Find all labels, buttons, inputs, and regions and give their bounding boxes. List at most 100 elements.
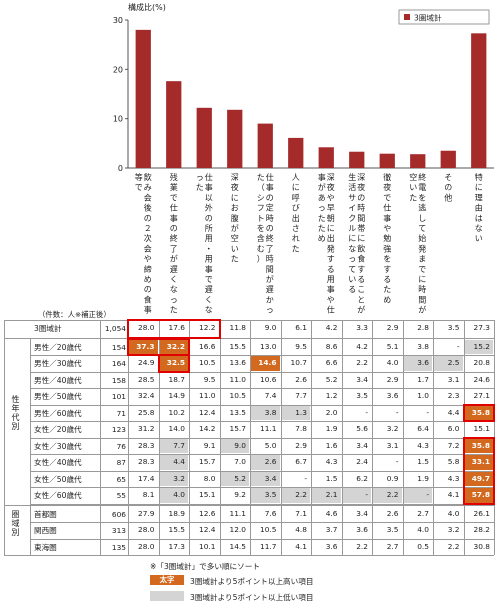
cell-g1-9-6: 2.1 <box>312 488 341 503</box>
bar-11 <box>471 33 487 168</box>
g2-row-rule-0 <box>30 522 494 523</box>
cell-g1-6-9: 4.3 <box>417 440 429 450</box>
cell-g1-0-3: 15.5 <box>229 341 246 351</box>
x-category-label-1: 残業で仕事の終了が遅くなった <box>170 172 178 315</box>
cell-g1-0-11: 15.2 <box>464 339 493 354</box>
cell-g1-4-0: 25.8 <box>138 407 155 417</box>
cell-g2-1-4: 10.5 <box>260 525 277 534</box>
cell-g1-8-5: - <box>304 473 307 483</box>
cell-g1-8-9: 1.9 <box>417 473 429 483</box>
cell-g2-2-3: 14.5 <box>229 541 246 551</box>
row-label-g1-1: 男性／30歳代 <box>34 359 82 368</box>
cell-g1-5-6: 1.9 <box>325 424 338 433</box>
cell-g1-1-2: 10.5 <box>199 358 216 367</box>
row-n-g1-7: 87 <box>116 458 126 467</box>
cell-g1-2-5: 2.6 <box>295 374 307 384</box>
y-tick-label-0: 0 <box>118 164 123 173</box>
cell-total-0-9: 2.8 <box>417 323 429 332</box>
cell-g2-2-11: 30.8 <box>473 541 490 551</box>
bar-8 <box>379 153 395 168</box>
row-label-g1-6: 女性／30歳代 <box>34 441 82 451</box>
group2-label: 圏域別 <box>11 510 20 538</box>
row-n-g1-9: 55 <box>116 491 126 500</box>
cell-g1-6-0: 28.3 <box>138 440 155 450</box>
cell-g1-5-2: 14.2 <box>199 424 216 433</box>
cell-g1-2-4: 10.6 <box>260 374 277 384</box>
col-rule-3 <box>219 320 221 555</box>
cell-g2-0-2: 12.6 <box>199 508 216 518</box>
cell-g2-1-0: 28.0 <box>138 525 155 534</box>
cell-g1-4-6: 2.0 <box>325 407 338 417</box>
cell-g1-0-2: 16.6 <box>199 341 216 351</box>
row-n-g2-1: 313 <box>111 526 126 535</box>
cell-g2-0-3: 11.1 <box>229 508 246 518</box>
cell-g1-2-11: 24.6 <box>473 374 490 384</box>
cell-g1-9-11: 57.8 <box>464 488 493 503</box>
cell-g2-2-2: 10.1 <box>199 541 216 551</box>
legend-label: 3圏域計 <box>414 13 442 23</box>
cell-g2-2-6: 3.6 <box>325 541 338 551</box>
cell-g1-9-1: 4.0 <box>159 488 188 503</box>
legend-orange-swatch: 太字 <box>150 575 184 585</box>
cell-g1-7-9: 1.5 <box>417 457 429 466</box>
red-box-total <box>127 319 221 339</box>
cell-g1-5-8: 3.2 <box>386 424 399 433</box>
legend-swatch <box>404 14 410 20</box>
values-left-rule <box>128 320 129 555</box>
cell-g1-9-8: 2.2 <box>373 488 402 503</box>
cell-g2-2-0: 28.0 <box>138 541 155 551</box>
cell-g1-9-10: 4.1 <box>447 490 460 499</box>
cell-g1-3-11: 27.1 <box>473 391 490 400</box>
x-category-label-9: 終電を逃して始発までに時間が空いた <box>409 172 426 315</box>
cell-total-0-6: 4.2 <box>325 323 338 332</box>
cell-g1-5-1: 14.0 <box>168 424 185 433</box>
cell-g1-7-0: 28.3 <box>138 457 155 466</box>
bar-0 <box>135 29 151 168</box>
cell-g1-0-0: 37.3 <box>129 339 158 354</box>
row-n-g1-8: 65 <box>116 474 126 484</box>
cell-g1-8-7: 6.2 <box>356 473 368 483</box>
cell-total-0-3: 11.8 <box>229 323 246 332</box>
y-tick-label-3: 30 <box>113 16 123 25</box>
cell-g2-1-11: 28.2 <box>473 525 490 534</box>
col-rule-5 <box>280 320 282 555</box>
cell-g1-2-9: 1.7 <box>417 374 429 384</box>
cell-g1-2-2: 9.5 <box>203 374 216 384</box>
cell-total-0-5: 6.1 <box>295 323 307 332</box>
cell-g1-1-3: 13.6 <box>229 358 246 367</box>
cell-g1-7-2: 15.7 <box>199 457 216 466</box>
cell-g1-3-5: 7.7 <box>295 391 307 400</box>
cell-g2-0-10: 4.0 <box>447 508 460 518</box>
cell-total-0-11: 27.3 <box>473 323 490 332</box>
cell-g2-0-5: 7.1 <box>295 508 307 518</box>
cell-g2-1-2: 12.4 <box>199 525 216 534</box>
bar-4 <box>257 123 273 168</box>
cell-g2-2-7: 2.2 <box>356 541 368 551</box>
cell-g1-3-1: 14.9 <box>168 391 185 400</box>
row-n-g2-0: 606 <box>111 509 126 519</box>
cell-g1-1-8: 4.0 <box>386 358 399 367</box>
cell-g1-6-8: 3.1 <box>386 440 399 450</box>
legend-orange-text: 3圏域計より5ポイント以上高い項目 <box>190 577 314 586</box>
cell-g1-8-3: 5.2 <box>220 471 249 486</box>
cell-g1-2-1: 18.7 <box>168 374 185 384</box>
cell-g1-6-7: 3.4 <box>356 440 368 450</box>
cell-g1-1-10: 2.5 <box>434 356 463 371</box>
cell-g1-2-3: 11.0 <box>229 374 246 384</box>
cell-g1-1-7: 2.2 <box>356 358 368 367</box>
cell-g1-2-6: 5.2 <box>325 374 338 384</box>
x-category-label-2: 仕事以外の所用・用事で遅くなった <box>196 172 213 315</box>
cell-g1-0-9: 3.8 <box>417 341 429 351</box>
row-n-g1-2: 158 <box>111 375 126 385</box>
cell-g2-0-8: 2.6 <box>386 508 399 518</box>
bar-1 <box>166 81 182 168</box>
cell-g1-8-8: 0.9 <box>386 473 399 483</box>
cell-g1-5-4: 11.1 <box>260 424 277 433</box>
cell-g1-7-8: - <box>395 457 399 466</box>
cell-g1-9-3: 9.2 <box>234 490 246 499</box>
cell-g1-3-9: 1.0 <box>417 391 429 400</box>
cell-g2-2-1: 17.3 <box>168 541 185 551</box>
cell-g1-0-7: 4.2 <box>356 341 368 351</box>
col-rule-7 <box>341 320 343 555</box>
